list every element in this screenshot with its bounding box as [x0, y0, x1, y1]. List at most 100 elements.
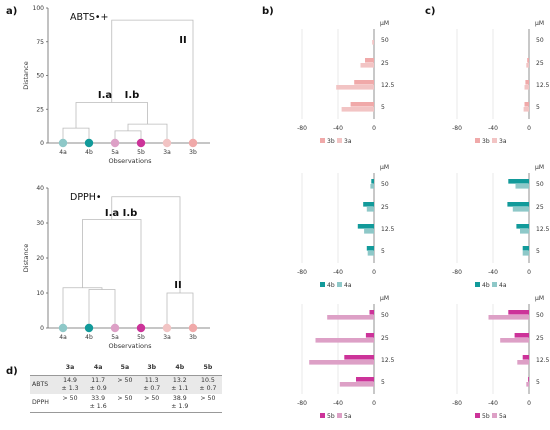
abts-dendrogram-branch-1 [62, 127, 90, 143]
bar-panel-4-legend-swatch-5b [320, 413, 325, 418]
table-cell-error: ± 0.7 [143, 385, 161, 392]
bar-panel-5-category-label: 12.5 [536, 357, 550, 364]
panel-letter-b: b) [262, 6, 274, 17]
abts-dendrogram-leaf-label: 3b [189, 149, 197, 156]
bar-panel-4-x-tick-label: -80 [297, 400, 307, 407]
dpph-dendrogram-y-tick-label: 0 [40, 325, 44, 332]
bar-panel-1-legend-swatch-3a [492, 138, 497, 143]
bar-panel-2-bar-4a-25 [366, 207, 374, 212]
dpph-dendrogram-branch-3 [82, 219, 142, 328]
table-cell-value: > 50 [117, 395, 133, 402]
abts-dendrogram-y-tick-label: 75 [36, 39, 44, 46]
bar-panel-4-legend-label-5a: 5a [344, 413, 352, 420]
table-row-label: DPPH [30, 394, 56, 413]
bar-panel-1-bar-3a-25 [526, 63, 529, 68]
table-cell-error: ± 0.7 [199, 385, 217, 392]
table-cell: 33.9 ± 1.6 [84, 394, 113, 413]
bar-panel-1-category-label: 5 [536, 104, 540, 111]
bar-panel-1-category-label: 12.5 [536, 82, 550, 89]
bar-panel-4-x-tick-label: -40 [333, 400, 343, 407]
bar-panel-0-bar-3b-5 [350, 102, 374, 107]
dpph-dendrogram-y-tick-label: 40 [36, 185, 44, 192]
table-cell-value: 11.7 [91, 377, 106, 384]
bar-panel-5-legend-label-5a: 5a [499, 413, 507, 420]
bar-panel-3-bar-4a-50 [515, 184, 529, 189]
abts-dendrogram-leaf-dot-5b [136, 138, 146, 148]
bar-panel-0-bar-3a-5 [341, 107, 374, 112]
dpph-dendrogram-branch-1 [62, 287, 103, 328]
table-cell: > 50 [112, 394, 138, 413]
dpph-dendrogram-leaf-label: 4b [85, 334, 93, 341]
table-cell-value: 13.2 [172, 377, 187, 384]
bar-panel-4-category-label: 50 [381, 312, 389, 319]
table-cell-value: > 50 [117, 377, 133, 384]
abts-dendrogram-leaf-dot-3b [188, 138, 198, 148]
bar-panel-5-bar-5b-50 [508, 310, 529, 315]
dpph-dendrogram-cluster-label: I.a [105, 208, 119, 219]
abts-dendrogram-branch-2 [127, 123, 168, 143]
bar-panel-5-bar-5b-5 [528, 377, 529, 382]
bar-panel-2-unit-label: μM [380, 164, 389, 171]
bar-panel-0-bar-3b-25 [365, 58, 374, 63]
bar-panel-1-category-label: 25 [536, 60, 544, 67]
bar-panel-4-bar-5b-12.5 [344, 355, 374, 360]
bar-panel-0-category-label: 5 [381, 104, 385, 111]
bar-panel-5-category-label: 25 [536, 335, 544, 342]
dpph-dendrogram-cluster-label: II [174, 280, 181, 291]
table-header-cell: 5b [193, 363, 222, 376]
dpph-dendrogram-leaf-label: 4a [59, 334, 67, 341]
bar-panel-2-bar-4a-12.5 [364, 229, 374, 234]
bar-panel-5-unit-label: μM [535, 295, 544, 302]
bar-panel-0-bar-3a-50 [372, 40, 374, 45]
bar-panel-1-category-label: 50 [536, 37, 544, 44]
table-cell-error: ± 1.9 [171, 403, 189, 410]
bar-panel-0-bar-3a-25 [360, 63, 374, 68]
abts-dendrogram-y-tick-label: 25 [36, 106, 44, 113]
bar-panel-2-x-tick-label: -80 [297, 269, 307, 276]
bar-panel-1-bar-3a-5 [523, 107, 529, 112]
bar-panel-1-x-tick-label: -40 [488, 125, 498, 132]
bar-panel-2-legend-label-4a: 4a [344, 282, 352, 289]
table-cell: > 50 [137, 394, 166, 413]
dpph-dendrogram-leaf-dot-4b [84, 323, 94, 333]
table-cell-value: 14.9 [63, 377, 77, 384]
bar-panel-4-bar-5a-50 [327, 315, 374, 320]
table-header-cell: 4b [165, 363, 194, 376]
bar-panel-0-unit-label: μM [380, 20, 389, 27]
bar-panel-2-category-label: 12.5 [381, 226, 395, 233]
table-cell-value: > 50 [200, 395, 216, 402]
bar-panel-0-bar-3a-12.5 [336, 85, 374, 90]
table-cell-error [114, 403, 135, 411]
bar-panel-4-legend-label-5b: 5b [327, 413, 335, 420]
table-cell: > 50 [56, 394, 85, 413]
bar-panel-3-legend-swatch-4b [475, 282, 480, 287]
dpph-dendrogram-leaf-dot-4a [58, 323, 68, 333]
bar-panel-3-category-label: 12.5 [536, 226, 550, 233]
bar-panel-2-legend-label-4b: 4b [327, 282, 335, 289]
table-cell-error [140, 403, 164, 411]
bar-panel-2-category-label: 25 [381, 204, 389, 211]
abts-dendrogram-cluster-label: I.b [125, 90, 140, 101]
abts-dendrogram-leaf-label: 4b [85, 149, 93, 156]
bar-panel-3-bar-4a-12.5 [520, 229, 529, 234]
table-cell: > 50 [112, 375, 138, 394]
abts-dendrogram-y-tick-label: 100 [33, 5, 45, 12]
bar-panel-2-legend-swatch-4b [320, 282, 325, 287]
bar-panel-4-category-label: 5 [381, 379, 385, 386]
table-header-cell: 3b [137, 363, 166, 376]
bar-panel-4-bar-5b-5 [356, 377, 374, 382]
ic50-table: 3a 4a 5a 3b 4b 5b ABTS 14.9 ± 1.3 11.7 ± 0.9 > 50 … [30, 363, 222, 413]
abts-dendrogram-branch-4 [111, 19, 194, 143]
bar-panel-3-category-label: 50 [536, 181, 544, 188]
abts-dendrogram-branch-0 [114, 130, 142, 143]
table-cell: 11.3 ± 0.7 [137, 375, 166, 394]
table-header-cell: 5a [112, 363, 138, 376]
bar-panel-5-bar-5a-5 [526, 382, 529, 387]
bar-panel-3-category-label: 5 [536, 248, 540, 255]
abts-dendrogram-y-axis-label: Distance [22, 61, 30, 89]
bar-panel-1-bar-3b-25 [527, 58, 529, 63]
bar-panel-2-bar-4b-25 [363, 202, 374, 207]
dpph-dendrogram-leaf-label: 5a [111, 334, 119, 341]
bar-panel-3-bar-4a-5 [522, 251, 529, 256]
